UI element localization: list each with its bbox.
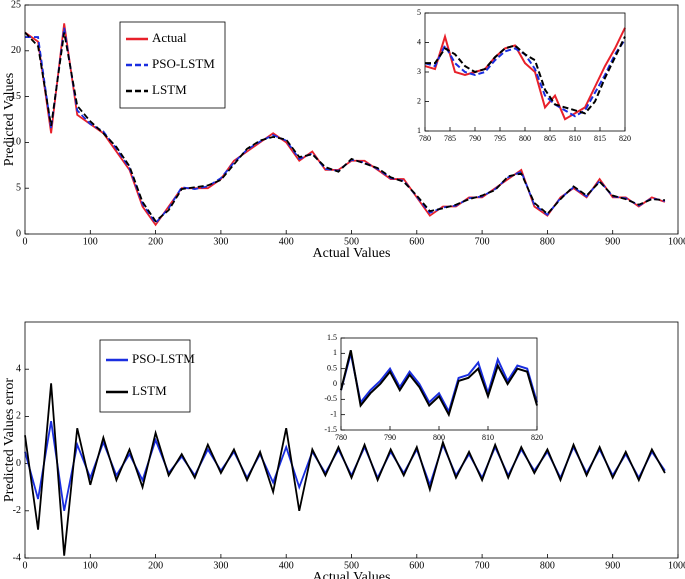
y-tick-label: 5 <box>16 182 21 193</box>
x-tick-label: 800 <box>540 236 555 247</box>
y-tick-label: 3 <box>417 67 421 76</box>
y-tick-label: 1 <box>417 126 421 135</box>
axes-frame <box>340 337 538 431</box>
x-tick-label: 300 <box>213 236 228 247</box>
y-tick-label: 2 <box>16 411 21 422</box>
legend-label: LSTM <box>132 383 167 398</box>
x-tick-label: 805 <box>544 134 556 143</box>
y-tick-label: 5 <box>417 8 421 17</box>
x-tick-label: 600 <box>409 560 424 571</box>
x-tick-label: 0 <box>23 560 28 571</box>
x-tick-label: 600 <box>409 236 424 247</box>
x-tick-label: 400 <box>279 236 294 247</box>
y-tick-label: 2 <box>417 96 421 105</box>
x-tick-label: 800 <box>433 433 445 442</box>
x-tick-label: 0 <box>23 236 28 247</box>
x-axis-label: Actual Values <box>313 246 391 261</box>
legend-label: Actual <box>152 30 187 45</box>
x-tick-label: 810 <box>482 433 494 442</box>
y-tick-label: -1 <box>330 409 337 418</box>
y-tick-label: -2 <box>13 505 21 516</box>
axes-frame <box>24 321 679 559</box>
x-tick-label: 820 <box>531 433 543 442</box>
y-tick-label: 10 <box>11 137 21 148</box>
series-line <box>24 31 666 223</box>
y-tick-label: 1.5 <box>327 333 337 342</box>
x-tick-label: 500 <box>344 560 359 571</box>
inset-background <box>341 338 537 430</box>
x-tick-label: 200 <box>148 236 163 247</box>
y-tick-label: -0.5 <box>324 394 337 403</box>
x-tick-label: 500 <box>344 236 359 247</box>
y-tick-label: 1 <box>333 348 337 357</box>
x-tick-label: 800 <box>519 134 531 143</box>
y-tick-label: 0 <box>16 458 21 469</box>
x-tick-label: 100 <box>83 236 98 247</box>
series-line <box>425 36 626 115</box>
series-line <box>424 27 626 121</box>
x-tick-label: 100 <box>83 560 98 571</box>
axes-frame <box>424 12 626 132</box>
x-axis-label: Actual Values <box>313 570 391 579</box>
x-tick-label: 780 <box>335 433 347 442</box>
y-tick-label: 4 <box>16 363 21 374</box>
x-tick-label: 820 <box>619 134 631 143</box>
x-tick-label: 300 <box>213 560 228 571</box>
axes-frame <box>24 4 679 235</box>
x-tick-label: 400 <box>279 560 294 571</box>
series-line <box>340 350 538 418</box>
x-tick-label: 200 <box>148 560 163 571</box>
y-tick-label: 4 <box>417 37 421 46</box>
x-tick-label: 800 <box>540 560 555 571</box>
y-tick-label: 0.5 <box>327 363 337 372</box>
y-tick-label: 25 <box>11 0 21 10</box>
x-tick-label: 810 <box>569 134 581 143</box>
y-tick-label: 20 <box>11 45 21 56</box>
x-tick-label: 900 <box>605 236 620 247</box>
y-axis-label: Predicted Values <box>2 73 17 166</box>
y-tick-label: 0 <box>16 228 21 239</box>
x-tick-label: 780 <box>419 134 431 143</box>
legend-label: PSO-LSTM <box>152 56 215 71</box>
x-tick-label: 790 <box>384 433 396 442</box>
x-tick-label: 785 <box>444 134 456 143</box>
y-tick-label: 15 <box>11 91 21 102</box>
x-tick-label: 900 <box>605 560 620 571</box>
legend-label: PSO-LSTM <box>132 351 195 366</box>
x-tick-label: 790 <box>469 134 481 143</box>
y-tick-label: 0 <box>333 379 337 388</box>
y-tick-label: -4 <box>13 552 21 563</box>
series-line <box>340 353 538 415</box>
x-tick-label: 700 <box>475 236 490 247</box>
x-tick-label: 815 <box>594 134 606 143</box>
legend-label: LSTM <box>152 82 187 97</box>
legend-box <box>99 339 191 413</box>
x-tick-label: 700 <box>475 560 490 571</box>
y-axis-label: Predicted Values error <box>2 378 17 502</box>
x-tick-label: 795 <box>494 134 506 143</box>
y-tick-label: -1.5 <box>324 425 337 434</box>
series-line <box>24 383 666 556</box>
